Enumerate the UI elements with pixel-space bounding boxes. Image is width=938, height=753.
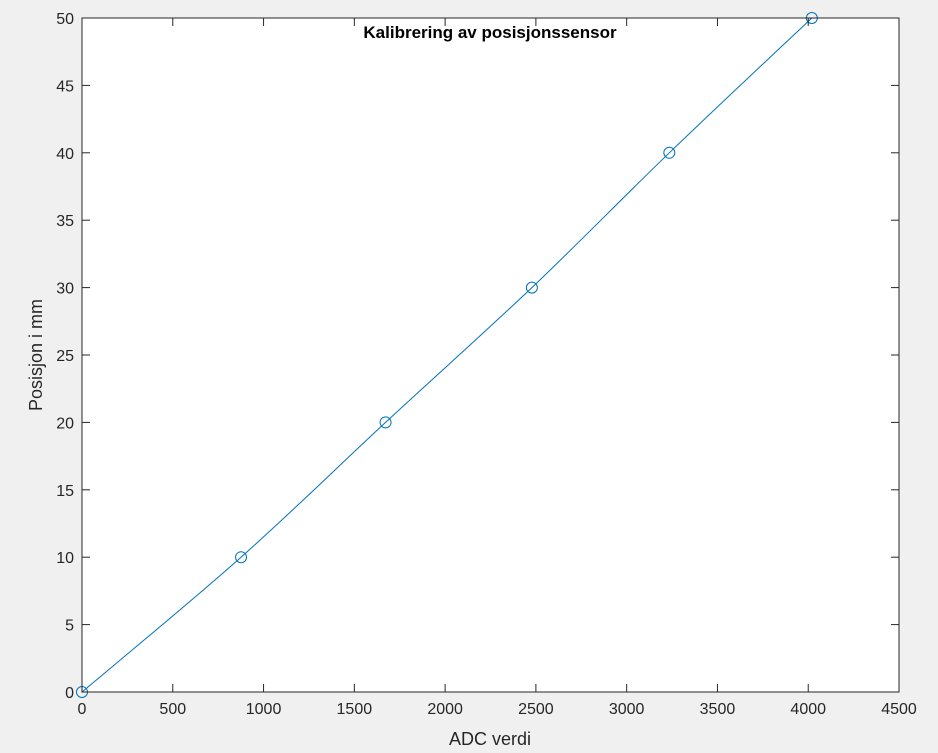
x-tick-label: 4500 <box>881 701 917 718</box>
y-tick-label: 20 <box>56 415 74 432</box>
y-axis-ticks: 0 5 10 15 20 25 30 35 40 45 50 <box>56 11 899 702</box>
x-tick-label: 1500 <box>337 701 373 718</box>
x-tick-label: 2500 <box>518 701 554 718</box>
x-axis-ticks: 0 500 1000 1500 2000 2500 3000 3500 4000 4500 <box>78 18 917 718</box>
data-point-marker <box>379 416 392 429</box>
x-tick-label: 3500 <box>700 701 736 718</box>
x-tick-label: 500 <box>159 701 186 718</box>
y-tick-label: 25 <box>56 348 74 365</box>
y-tick-label: 40 <box>56 146 74 163</box>
y-tick-label: 0 <box>65 685 74 702</box>
data-point-marker <box>525 281 538 294</box>
data-point-marker <box>235 551 248 564</box>
y-tick-label: 10 <box>56 550 74 567</box>
chart-title: Kalibrering av posisjonssensor <box>363 23 617 42</box>
y-tick-label: 5 <box>65 618 74 635</box>
x-tick-label: 4000 <box>790 701 826 718</box>
data-point-marker <box>663 146 676 159</box>
x-axis-label: ADC verdi <box>449 729 531 749</box>
series-line <box>81 17 813 693</box>
x-tick-label: 2000 <box>427 701 463 718</box>
y-tick-label: 35 <box>56 213 74 230</box>
y-tick-label: 15 <box>56 483 74 500</box>
y-axis-label: Posisjon i mm <box>26 299 46 411</box>
y-tick-label: 50 <box>56 11 74 28</box>
x-tick-label: 1000 <box>246 701 282 718</box>
x-tick-label: 0 <box>78 701 87 718</box>
series-layer <box>76 12 818 698</box>
plot-area <box>82 18 899 692</box>
y-tick-label: 30 <box>56 281 74 298</box>
y-tick-label: 45 <box>56 78 74 95</box>
x-tick-label: 3000 <box>609 701 645 718</box>
